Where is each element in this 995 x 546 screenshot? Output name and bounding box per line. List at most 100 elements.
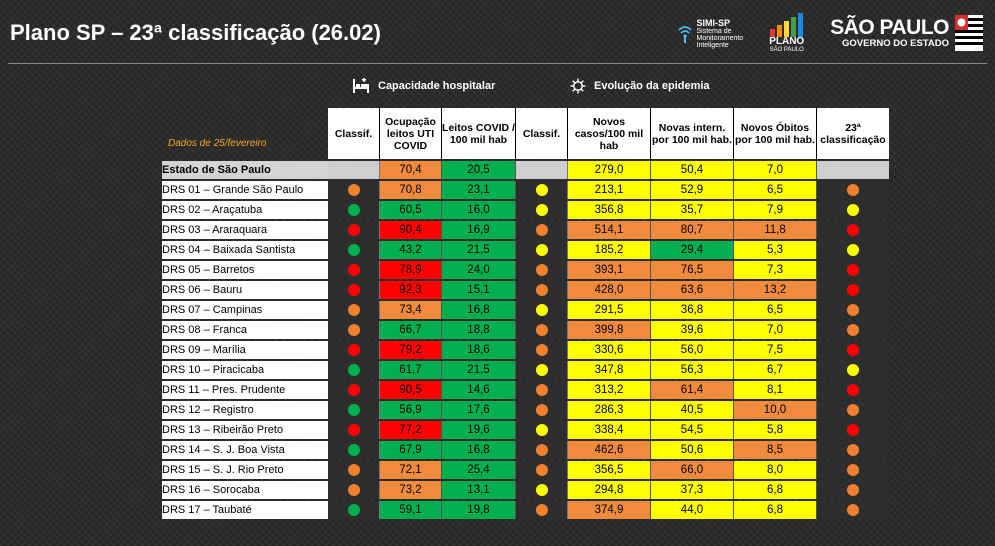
row-ocupacao: 90,4 [380, 221, 442, 239]
row-ocupacao: 66,7 [380, 321, 442, 339]
classif-dot [347, 484, 360, 497]
row-classif-epidemia [516, 401, 568, 419]
row-casos: 462,6 [568, 441, 651, 459]
row-intern: 61,4 [651, 381, 734, 399]
row-classif-capacidade [328, 181, 380, 199]
classif-dot [535, 464, 548, 477]
row-name: DRS 12 – Registro [162, 401, 328, 419]
classif-dot [847, 384, 859, 397]
classif-dot [847, 484, 859, 497]
classif-dot [347, 504, 360, 517]
table-row: DRS 05 – Barretos 78,9 24,0 393,1 76,5 7,3 [162, 261, 889, 279]
row-classif-epidemia [516, 481, 568, 499]
row-classif-epidemia [516, 221, 568, 239]
row-classif-capacidade [328, 461, 380, 479]
classif-dot [847, 504, 859, 517]
classif-dot [535, 424, 548, 437]
row-obitos: 8,5 [734, 441, 817, 459]
row-leitos: 24,0 [442, 261, 516, 279]
classif-dot [347, 464, 360, 477]
row-obitos: 13,2 [734, 281, 817, 299]
row-leitos: 21,5 [442, 361, 516, 379]
row-classif-capacidade [328, 201, 380, 219]
row-classif-epidemia [516, 181, 568, 199]
table-row: DRS 10 – Piracicaba 61,7 21,5 347,8 56,3 6,7 [162, 361, 889, 379]
classif-dot [847, 344, 859, 357]
row-classif-23 [817, 441, 889, 459]
classif-dot [535, 364, 548, 377]
classif-dot [347, 424, 360, 437]
row-casos: 428,0 [568, 281, 651, 299]
row-classif-23 [817, 301, 889, 319]
row-obitos: 8,1 [734, 381, 817, 399]
row-intern: 50,4 [651, 161, 734, 179]
row-leitos: 21,5 [442, 241, 516, 259]
row-obitos: 6,8 [734, 481, 817, 499]
row-leitos: 17,6 [442, 401, 516, 419]
row-classif-epidemia [516, 161, 568, 179]
row-name: DRS 09 – Marília [162, 341, 328, 359]
classif-dot [347, 224, 360, 237]
row-ocupacao: 73,4 [380, 301, 442, 319]
row-classif-capacidade [328, 481, 380, 499]
row-name: DRS 07 – Campinas [162, 301, 328, 319]
row-name: DRS 08 – Franca [162, 321, 328, 339]
row-name: DRS 02 – Araçatuba [162, 201, 328, 219]
classif-dot [535, 204, 548, 217]
row-classif-epidemia [516, 361, 568, 379]
classif-dot [847, 284, 859, 297]
row-leitos: 25,4 [442, 461, 516, 479]
classif-dot [535, 224, 548, 237]
table-row: DRS 13 – Ribeirão Preto 77,2 19,6 338,4 54,5… [162, 421, 889, 439]
table-row: DRS 12 – Registro 56,9 17,6 286,3 40,5 10,0 [162, 401, 889, 419]
row-casos: 213,1 [568, 181, 651, 199]
row-intern: 37,3 [651, 481, 734, 499]
classif-dot [535, 324, 548, 337]
row-leitos: 16,8 [442, 301, 516, 319]
classif-dot [347, 244, 360, 257]
classif-dot [347, 304, 360, 317]
classif-dot [347, 444, 360, 457]
row-classif-23 [817, 261, 889, 279]
row-classif-capacidade [328, 401, 380, 419]
row-classif-23 [817, 341, 889, 359]
classif-dot [847, 444, 859, 457]
row-ocupacao: 70,8 [380, 181, 442, 199]
classif-dot [535, 184, 548, 197]
classif-dot [847, 184, 859, 197]
simi-wifi-icon [677, 26, 692, 43]
row-name: DRS 11 – Pres. Prudente [162, 381, 328, 399]
row-classif-epidemia [516, 201, 568, 219]
classif-dot [847, 404, 859, 417]
row-classif-epidemia [516, 441, 568, 459]
table-row: DRS 07 – Campinas 73,4 16,8 291,5 36,8 6,5 [162, 301, 889, 319]
classif-dot [347, 404, 360, 417]
virus-icon [570, 78, 586, 94]
row-name: DRS 10 – Piracicaba [162, 361, 328, 379]
header-divider [8, 63, 987, 64]
row-classif-epidemia [516, 461, 568, 479]
header-classif-capacidade: Classif. [328, 108, 380, 159]
section-capacidade-label: Capacidade hospitalar [378, 80, 496, 92]
row-name: DRS 15 – S. J. Rio Preto [162, 461, 328, 479]
classif-dot [347, 324, 360, 337]
row-name: DRS 16 – Sorocaba [162, 481, 328, 499]
row-leitos: 18,8 [442, 321, 516, 339]
row-name: DRS 04 – Baixada Santista [162, 241, 328, 259]
row-ocupacao: 70,4 [380, 161, 442, 179]
hospital-bed-icon [353, 78, 369, 93]
table-row: DRS 02 – Araçatuba 60,5 16,0 356,8 35,7 7,9 [162, 201, 889, 219]
row-ocupacao: 56,9 [380, 401, 442, 419]
classif-dot [535, 504, 548, 517]
table-row: DRS 08 – Franca 66,7 18,8 399,8 39,6 7,0 [162, 321, 889, 339]
row-leitos: 19,6 [442, 421, 516, 439]
classification-table: Classif. Ocupação leitos UTI COVID Leito… [162, 106, 889, 521]
classif-dot [847, 424, 859, 437]
row-classif-epidemia [516, 421, 568, 439]
row-obitos: 11,8 [734, 221, 817, 239]
row-name: DRS 05 – Barretos [162, 261, 328, 279]
simi-sub-3: Inteligente [696, 41, 729, 49]
row-intern: 50,6 [651, 441, 734, 459]
classif-dot [347, 264, 360, 277]
row-leitos: 23,1 [442, 181, 516, 199]
